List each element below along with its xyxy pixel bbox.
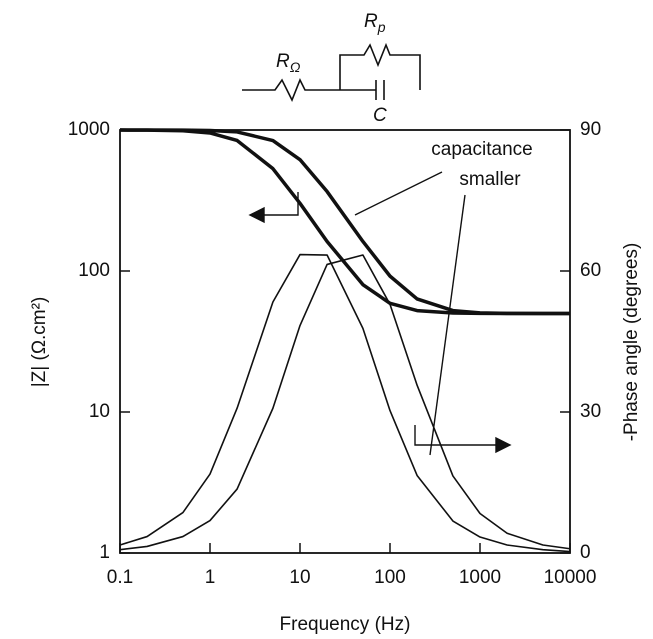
annotation: capacitance <box>431 139 532 160</box>
circuit-label: Rp <box>364 11 386 35</box>
x-tick-label: 10000 <box>544 567 597 588</box>
y-tick-label: 1000 <box>68 119 110 140</box>
x-axis-label: Frequency (Hz) <box>280 614 411 635</box>
label-main: R <box>276 51 290 72</box>
series-line <box>119 253 571 553</box>
x-tick-label: 1000 <box>459 567 501 588</box>
y-axis-label: |Z| (Ω.cm²) <box>29 297 50 388</box>
y2-tick-label: 0 <box>580 542 591 563</box>
y-tick-label: 10 <box>89 401 110 422</box>
y2-tick-label: 90 <box>580 119 601 140</box>
series-line <box>119 254 571 551</box>
x-tick-label: 1 <box>205 567 216 588</box>
circuit-label: C <box>373 105 387 126</box>
arrow-right <box>414 425 498 446</box>
x-tick-label: 0.1 <box>107 567 133 588</box>
circuit-label: RΩ <box>276 51 301 75</box>
leader-line <box>429 194 466 456</box>
y-tick-label: 100 <box>78 260 110 281</box>
y2-tick-label: 30 <box>580 401 601 422</box>
y-tick-label: 1 <box>99 542 110 563</box>
x-tick-label: 10 <box>289 567 310 588</box>
resistor-r-ohm <box>242 78 340 102</box>
label-sub: p <box>377 19 386 35</box>
series-line <box>120 128 570 316</box>
y2-tick-label: 60 <box>580 260 601 281</box>
circuit <box>242 42 421 102</box>
y2-axis-label: -Phase angle (degrees) <box>621 243 642 442</box>
label-main: R <box>364 11 378 32</box>
annotation: smaller <box>459 169 521 190</box>
resistor-r-p <box>339 42 421 90</box>
arrow-head <box>495 436 512 454</box>
leader-line <box>354 171 443 216</box>
arrow-head <box>248 206 265 224</box>
x-tick-label: 100 <box>374 567 406 588</box>
plot-frame <box>119 129 571 554</box>
label-sub: Ω <box>290 59 301 75</box>
